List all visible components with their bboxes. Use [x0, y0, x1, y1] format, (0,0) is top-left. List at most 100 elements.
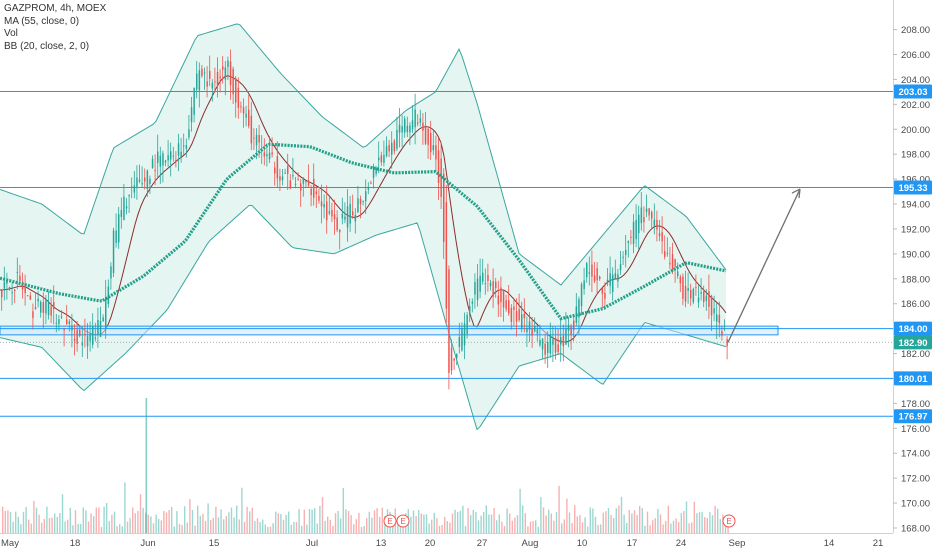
candle-body [700, 292, 702, 294]
volume-bar [571, 522, 573, 533]
volume-bar [95, 507, 97, 533]
candle-body [326, 201, 328, 221]
candle-body [713, 308, 715, 314]
y-tick-label: 208.00 [901, 25, 930, 36]
volume-bar [228, 512, 230, 533]
volume-bar [449, 522, 451, 533]
ma55-line [0, 142, 727, 321]
volume-bar [43, 518, 45, 533]
candle-body [73, 338, 76, 341]
candle-body [294, 183, 297, 185]
candle-body [552, 339, 554, 345]
last-price-label: 182.90 [898, 338, 927, 349]
candle-body [484, 283, 487, 285]
volume-bar [555, 512, 558, 533]
volume-bar [267, 526, 269, 533]
volume-bar [373, 510, 376, 533]
candle-body [495, 281, 497, 289]
candle-body [102, 317, 104, 322]
volume-bar [155, 514, 157, 533]
candle-body [8, 287, 11, 290]
volume-bar [467, 508, 469, 533]
volume-bar [475, 511, 477, 533]
volume-bar [649, 525, 651, 533]
volume-bar [85, 510, 87, 533]
candle-body [653, 219, 656, 226]
candle-body [37, 298, 39, 302]
candle-body [534, 326, 536, 332]
candle-body [89, 333, 91, 342]
volume-bar [428, 523, 430, 533]
candle-body [76, 329, 78, 344]
volume-bar [381, 507, 383, 533]
candle-body [219, 76, 221, 79]
candle-body [11, 292, 13, 294]
volume-bar [483, 512, 485, 533]
volume-spike [145, 398, 148, 533]
volume-bar [501, 521, 503, 533]
volume-bar [204, 521, 207, 533]
candle-body [248, 109, 250, 126]
volume-bar [173, 526, 175, 533]
candle-body [341, 213, 344, 219]
volume-bar [527, 526, 529, 533]
candle-body [398, 124, 401, 133]
y-tick-label: 190.00 [901, 249, 930, 260]
volume-bar [199, 515, 201, 533]
candle-body [302, 177, 305, 184]
candle-body [523, 313, 526, 319]
candle-body [393, 140, 396, 152]
volume-bar [316, 523, 318, 533]
volume-bar [87, 521, 90, 533]
y-tick-label: 198.00 [901, 150, 930, 161]
volume-bar [490, 514, 493, 533]
candle-body [427, 128, 429, 145]
event-marker [383, 514, 397, 528]
candle-body [115, 230, 117, 243]
volume-bar [259, 521, 261, 533]
volume-bar [90, 513, 92, 533]
volume-bar [613, 518, 615, 533]
volume-bar [412, 510, 415, 533]
candle-body [305, 180, 307, 183]
volume-bar [363, 526, 365, 533]
x-tick-label: 18 [70, 538, 81, 549]
candle-body [71, 325, 73, 331]
y-tick-label: 176.00 [901, 424, 930, 435]
volume-bar [722, 514, 724, 533]
volume-bar [238, 519, 240, 533]
candle-body [664, 251, 666, 257]
volume-bar [280, 513, 282, 533]
volume-bar [129, 518, 131, 533]
candle-body [604, 292, 606, 299]
volume-bar [420, 513, 422, 533]
candle-body [172, 155, 175, 157]
candle-body [34, 307, 37, 310]
volume-bar [337, 510, 339, 533]
candle-body [417, 122, 419, 124]
volume-bar [514, 517, 516, 533]
volume-bar [150, 516, 152, 533]
volume-bar [171, 506, 173, 533]
candle-body [255, 134, 258, 146]
candle-body [463, 323, 466, 346]
volume-bar [368, 511, 370, 533]
volume-bar [358, 512, 360, 533]
candle-body [471, 301, 474, 304]
volume-bar [137, 511, 139, 533]
volume-bar [561, 523, 563, 533]
volume-bar [675, 518, 677, 533]
candle-body [128, 194, 130, 197]
candle-body [206, 81, 208, 87]
candle-body [554, 337, 557, 353]
volume-bar [54, 513, 56, 533]
candle-body [19, 275, 21, 282]
candle-body [211, 82, 214, 89]
candle-body [476, 278, 479, 300]
volume-bar [295, 522, 298, 533]
candle-body [53, 302, 55, 310]
volume-bar [22, 511, 25, 533]
volume-bar [220, 509, 222, 533]
